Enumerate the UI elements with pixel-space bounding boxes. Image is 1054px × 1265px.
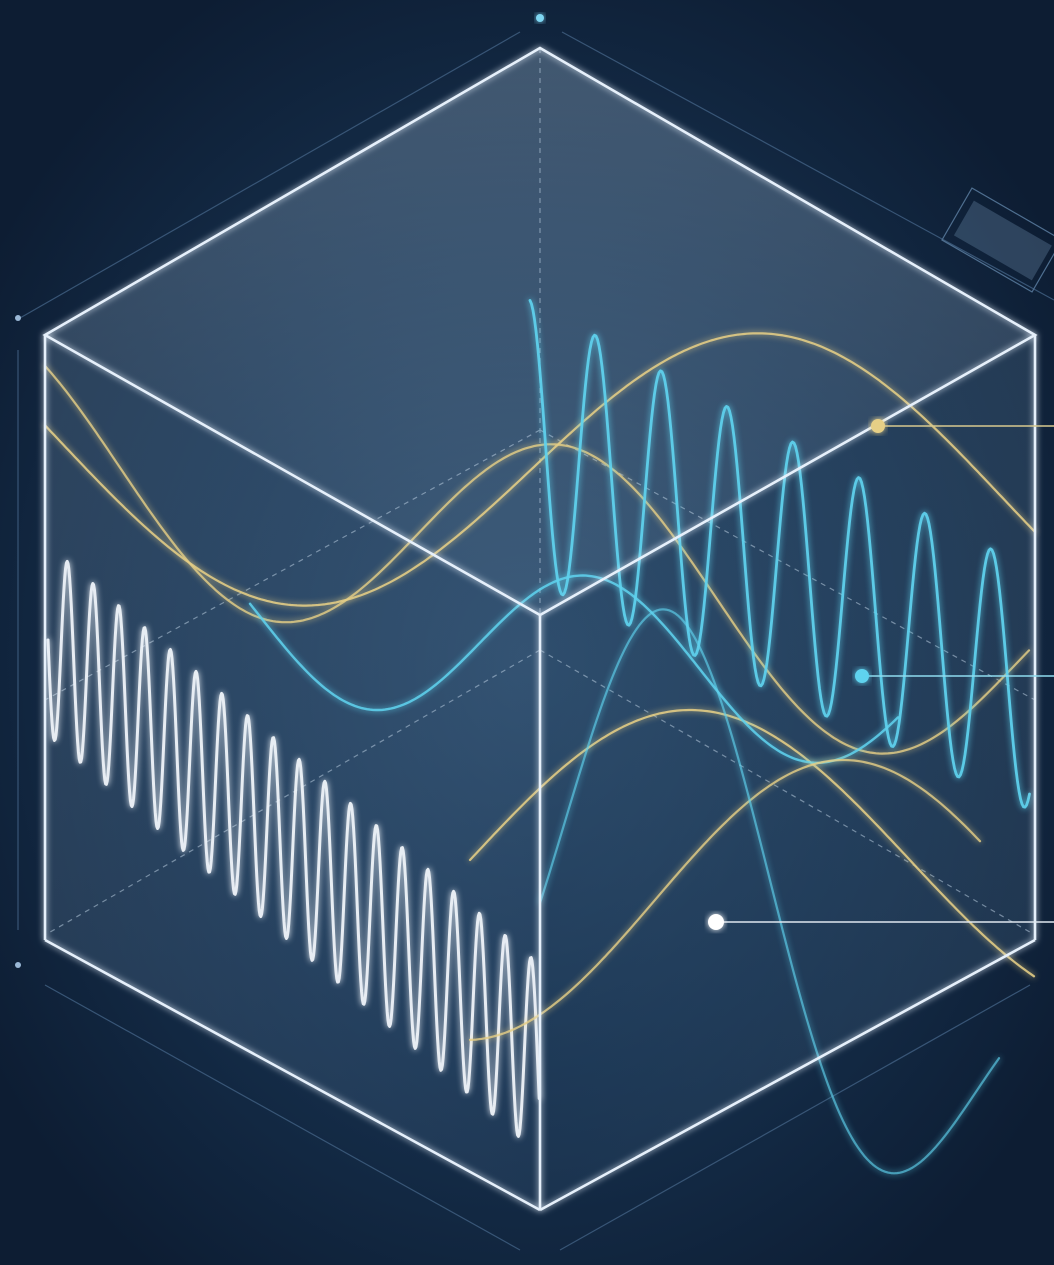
gold-wave-2 xyxy=(43,364,1031,755)
white-wave xyxy=(46,559,541,1138)
label-plate-icon xyxy=(941,187,1054,293)
wave-layer-back xyxy=(43,299,1037,978)
cube-right-face xyxy=(540,335,1035,1210)
cyan-wave-front xyxy=(538,608,1001,1175)
cyan-wave-low xyxy=(248,574,900,764)
cube-left-face xyxy=(45,335,540,1210)
wave-layer-white xyxy=(46,559,541,1138)
frame-node-left xyxy=(15,315,21,321)
outer-frame xyxy=(17,31,1054,1251)
callout-marker-gold xyxy=(871,419,1054,433)
gold-wave-front xyxy=(468,758,982,1041)
wave-layer-front xyxy=(468,608,1001,1175)
callout-marker-white xyxy=(708,914,1054,930)
cube-edges xyxy=(42,46,1038,1212)
gold-wave-3 xyxy=(468,708,1036,978)
cube-hidden-edges xyxy=(44,48,1036,936)
frame-node-top xyxy=(536,14,544,22)
cyan-wave-high xyxy=(528,299,1031,809)
callout-marker-cyan xyxy=(855,669,1054,683)
gold-wave-1 xyxy=(43,332,1037,607)
frame-node-left-bottom xyxy=(15,962,21,968)
